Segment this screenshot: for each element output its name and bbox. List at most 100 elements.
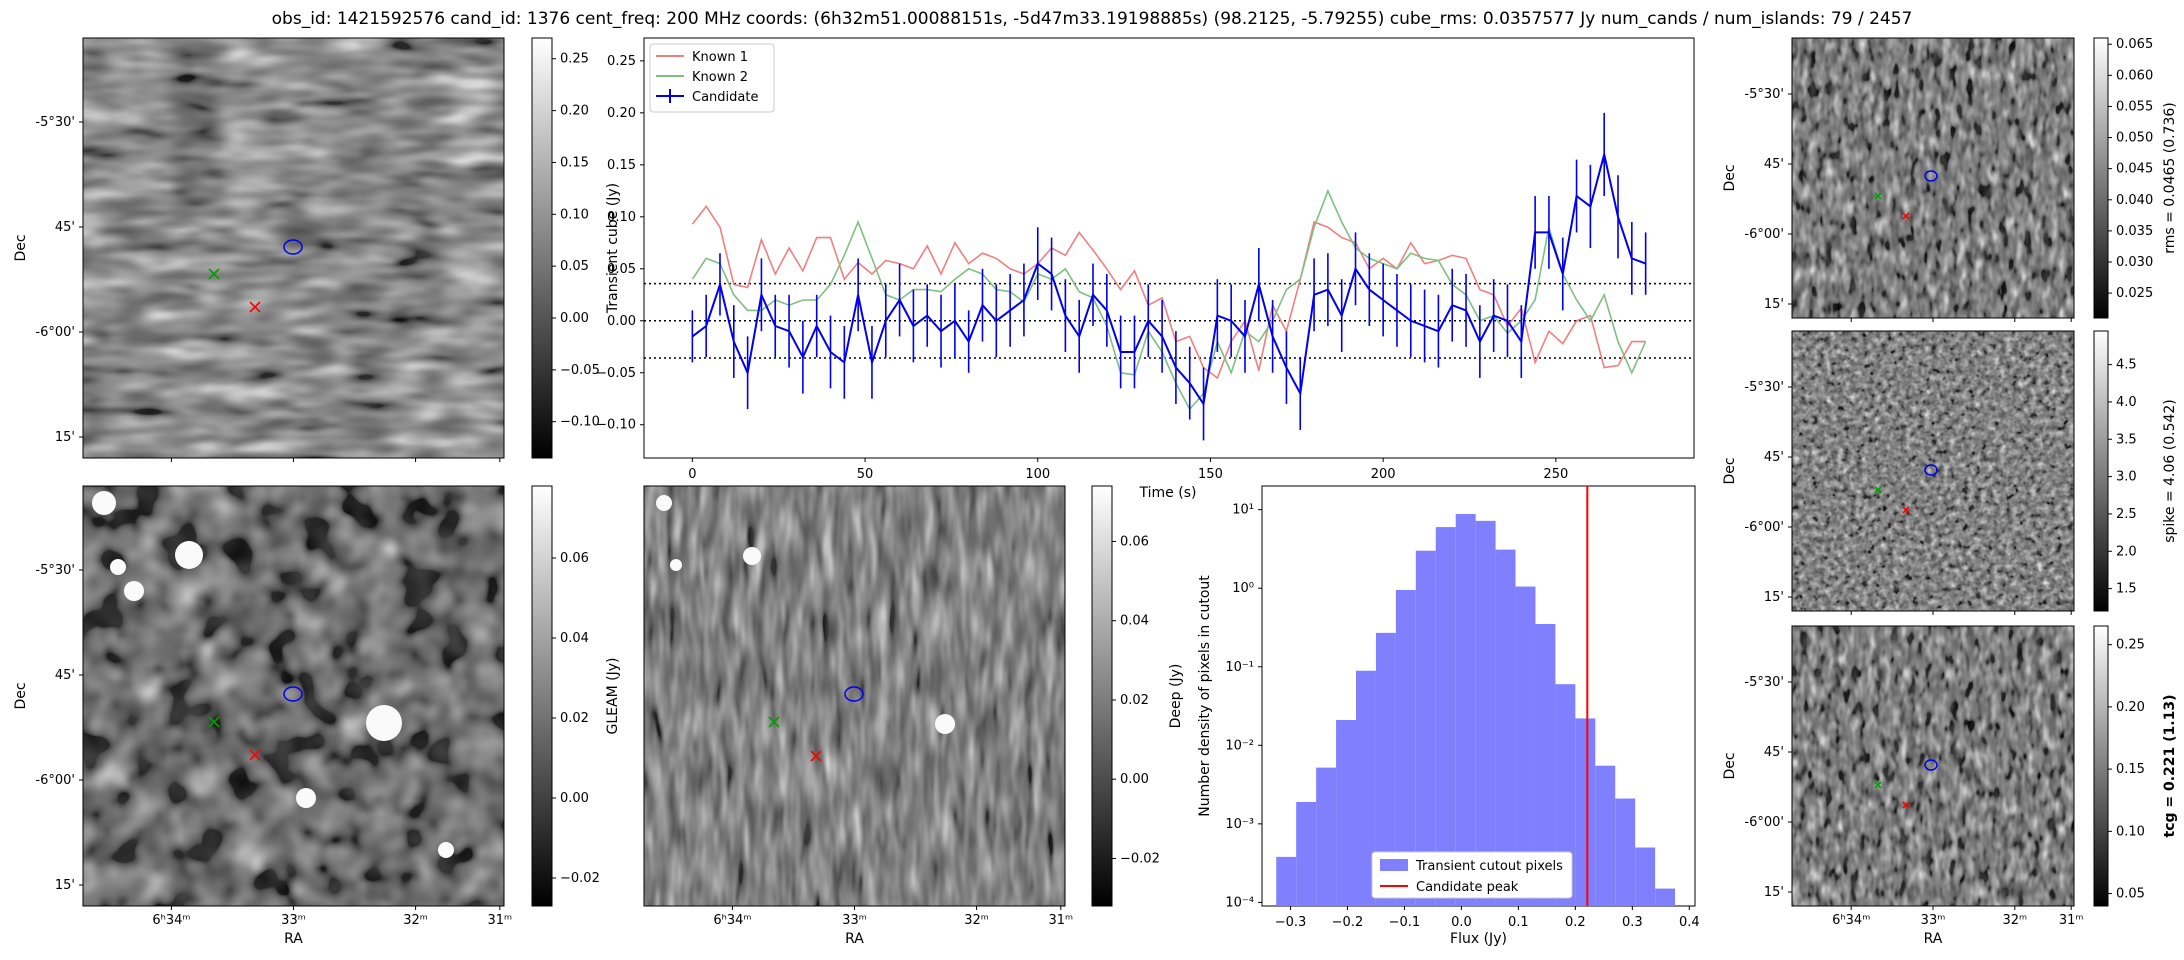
histogram-bar: [1475, 520, 1496, 906]
image-xlabel: RA: [1924, 931, 1943, 947]
ra-tick-label: 6ʰ34ᵐ: [713, 913, 751, 928]
histogram-bar: [1435, 527, 1456, 906]
y-tick-label: 10⁻³: [1225, 817, 1254, 832]
x-tick-label: 50: [857, 467, 874, 482]
candidate-contour: [283, 686, 303, 702]
image-panel-rms: -5°30' 45' -6°00' 15' Dec 0.065 0.060 0.055 0.05…: [1722, 37, 2178, 322]
bright-source: [124, 581, 144, 601]
colorbar: [531, 485, 553, 907]
colorbar: [531, 37, 553, 459]
image-ylabel: Dec: [13, 682, 29, 709]
colorbar-tick-label: 0.04: [560, 631, 589, 646]
series-known-1: [691, 205, 1646, 380]
bright-source: [743, 547, 761, 565]
colorbar-tick-label: 0.060: [2116, 68, 2153, 83]
known-1-marker: [810, 750, 822, 762]
bright-source: [935, 714, 955, 734]
dec-tick-label: 15': [55, 430, 75, 445]
dec-tick-label: -5°30': [1744, 87, 1784, 102]
y-tick-label: 0.00: [607, 314, 636, 329]
colorbar-tick-label: 0.050: [2116, 131, 2153, 146]
dec-tick-label: 45': [1764, 745, 1784, 760]
histogram-bar: [1655, 888, 1676, 906]
colorbar: [2093, 330, 2109, 612]
histogram-bar: [1336, 719, 1357, 906]
colorbar-label: GLEAM (Jy): [605, 658, 621, 735]
colorbar-tick-label: 0.06: [560, 551, 589, 566]
image-noise-texture: [1792, 626, 2074, 906]
y-tick-label: −0.05: [596, 366, 636, 381]
image-panel-deep: -5°30' 45' -6°00' 15' 6ʰ34ᵐ 33ᵐ 32ᵐ 31ᵐ Dec RA 0.0…: [13, 485, 1184, 947]
colorbar-tick-label: 0.15: [560, 155, 589, 170]
colorbar-tick-label: 1.5: [2116, 582, 2137, 597]
known-1-marker: [1902, 801, 1910, 809]
known-1-marker: [1902, 212, 1910, 220]
image-noise-texture: [1792, 38, 2074, 318]
ra-tick-label: 33ᵐ: [1921, 913, 1946, 928]
dec-tick-label: -6°00': [1744, 815, 1784, 830]
legend-label: Candidate: [692, 90, 758, 105]
colorbar-tick-label: 0.02: [1120, 693, 1149, 708]
colorbar-tick-label: −0.05: [560, 363, 600, 378]
colorbar-label: Deep (Jy): [1168, 664, 1184, 729]
y-tick-label: 10¹: [1232, 503, 1254, 518]
ra-tick-label: 6ʰ34ᵐ: [1832, 913, 1870, 928]
colorbar-tick-label: 0.10: [560, 207, 589, 222]
legend-label: Known 1: [692, 50, 748, 65]
ra-tick-label: 33ᵐ: [842, 913, 867, 928]
dec-tick-label: -6°00': [35, 773, 75, 788]
series-line: [691, 188, 1647, 411]
legend-label: Known 2: [692, 70, 748, 85]
lightcurve-ylabel: Transient cube (Jy): [605, 183, 621, 314]
x-tick-label: −0.3: [1275, 915, 1307, 930]
histogram-xlabel: Flux (Jy): [1450, 931, 1507, 947]
image-ylabel: Dec: [13, 234, 29, 261]
colorbar-tick-label: 0.05: [2116, 887, 2145, 902]
histogram-bar: [1296, 801, 1317, 906]
colorbar-tick-label: 0.06: [1120, 534, 1149, 549]
bright-source: [438, 842, 454, 858]
y-tick-label: 10⁻⁴: [1225, 895, 1254, 910]
dec-tick-label: -5°30': [1744, 675, 1784, 690]
x-tick-label: −0.2: [1332, 915, 1364, 930]
image-panel-gleam: 6ʰ34ᵐ 33ᵐ 32ᵐ 31ᵐ RA 0.06 0.04 0.02 0.00 −0.02 GLE…: [605, 485, 1160, 947]
x-tick-label: 0.4: [1679, 915, 1700, 930]
bright-source: [110, 559, 126, 575]
colorbar-label: spike = 4.06 (0.542): [2162, 399, 2178, 543]
y-tick-label: 0.15: [607, 158, 636, 173]
known-1-marker: [249, 301, 261, 313]
candidate-contour: [283, 239, 303, 255]
image-ylabel: Dec: [1722, 164, 1738, 191]
legend-label: Candidate peak: [1416, 880, 1519, 895]
colorbar-tick-label: 2.0: [2116, 544, 2137, 559]
dec-tick-label: -5°30': [1744, 380, 1784, 395]
candidate-contour: [1924, 464, 1938, 476]
colorbar: [1091, 485, 1113, 907]
legend-box: [1371, 851, 1573, 899]
histogram-bar: [1555, 684, 1576, 906]
ra-tick-label: 31ᵐ: [1048, 913, 1073, 928]
series-line: [691, 154, 1646, 407]
known-2-marker: [208, 268, 220, 280]
known-1-marker: [1902, 506, 1910, 514]
ra-tick-label: 33ᵐ: [281, 913, 306, 928]
colorbar-tick-label: 0.025: [2116, 286, 2153, 301]
x-tick-label: 0: [688, 467, 696, 482]
colorbar-tick-label: 0.25: [2116, 638, 2145, 653]
x-tick-label: 0.3: [1622, 915, 1643, 930]
colorbar-tick-label: 0.040: [2116, 193, 2153, 208]
colorbar-tick-label: 3.5: [2116, 432, 2137, 447]
bright-source: [175, 541, 203, 569]
colorbar-tick-label: 0.00: [560, 791, 589, 806]
ra-tick-label: 6ʰ34ᵐ: [152, 913, 190, 928]
y-tick-label: 0.05: [607, 262, 636, 277]
image-noise-texture: [83, 486, 504, 906]
known-1-marker: [249, 749, 261, 761]
histogram-bar: [1535, 624, 1556, 906]
y-tick-label: 10⁻²: [1225, 738, 1254, 753]
colorbar-tick-label: 0.20: [2116, 700, 2145, 715]
colorbar-tick-label: 0.035: [2116, 224, 2153, 239]
x-tick-label: 150: [1198, 467, 1223, 482]
histogram-bar: [1595, 765, 1616, 906]
lightcurve-panel: 0 50 100 150 200 250 −0.10 −0.05 0.00 0.05 0.10 0.1…: [596, 37, 1695, 501]
